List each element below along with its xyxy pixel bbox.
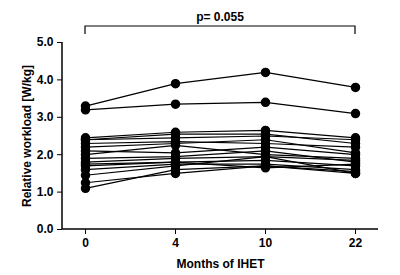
svg-text:Relative workload [W/kg]: Relative workload [W/kg] bbox=[20, 65, 34, 207]
svg-text:0.0: 0.0 bbox=[37, 222, 54, 236]
svg-text:p= 0.055: p= 0.055 bbox=[196, 10, 244, 24]
svg-text:5.0: 5.0 bbox=[37, 35, 54, 49]
svg-text:22: 22 bbox=[349, 236, 363, 250]
svg-text:0: 0 bbox=[82, 236, 89, 250]
svg-text:4: 4 bbox=[172, 236, 179, 250]
svg-text:4.0: 4.0 bbox=[37, 73, 54, 87]
svg-text:3.0: 3.0 bbox=[37, 110, 54, 124]
svg-text:1.0: 1.0 bbox=[37, 185, 54, 199]
svg-text:10: 10 bbox=[259, 236, 273, 250]
svg-text:Months of IHET: Months of IHET bbox=[177, 257, 266, 271]
svg-text:2.0: 2.0 bbox=[37, 148, 54, 162]
